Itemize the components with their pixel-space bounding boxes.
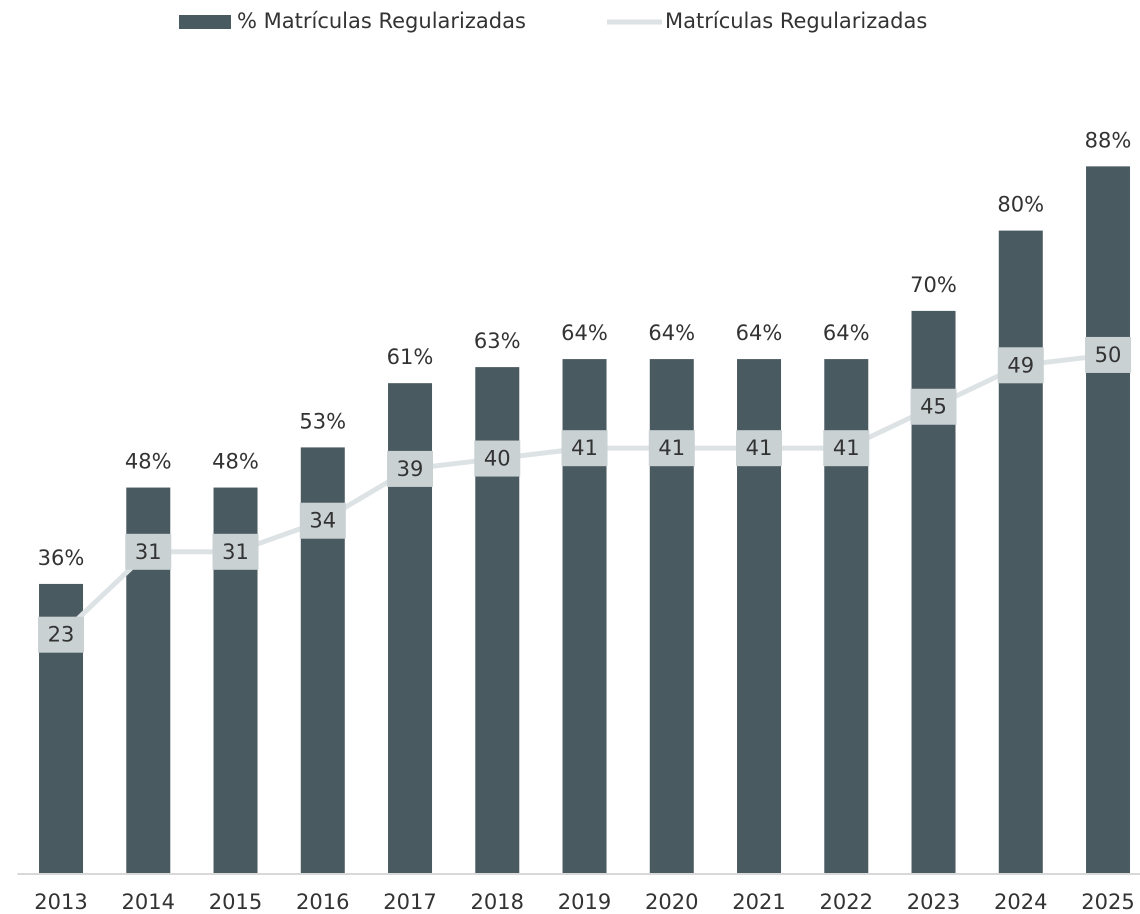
line-label-box xyxy=(474,440,521,477)
line-label-box xyxy=(299,502,346,539)
line-value-label: 41 xyxy=(571,436,598,460)
bar-value-label: 48% xyxy=(212,450,259,474)
bar-value-label: 64% xyxy=(823,321,870,345)
line-value-label: 40 xyxy=(484,447,511,471)
bar-value-label: 48% xyxy=(125,450,172,474)
x-tick-label: 2014 xyxy=(122,890,175,914)
bar-value-label: 70% xyxy=(910,273,957,297)
line-label-box xyxy=(38,616,85,653)
x-tick-label: 2017 xyxy=(383,890,436,914)
line-label-box xyxy=(648,430,695,467)
x-tick-label: 2018 xyxy=(471,890,524,914)
x-tick-label: 2019 xyxy=(558,890,611,914)
line-label-box xyxy=(997,347,1044,384)
bar-value-label: 64% xyxy=(561,321,608,345)
line-value-label: 41 xyxy=(658,436,685,460)
bar-value-label: 64% xyxy=(648,321,695,345)
line-label-box xyxy=(212,533,259,570)
x-tick-label: 2016 xyxy=(296,890,349,914)
line-value-label: 34 xyxy=(309,509,336,533)
x-tick-label: 2021 xyxy=(732,890,785,914)
x-tick-label: 2020 xyxy=(645,890,698,914)
line-label-box xyxy=(736,430,783,467)
x-tick-label: 2022 xyxy=(820,890,873,914)
line-value-label: 41 xyxy=(746,436,773,460)
bar-value-label: 63% xyxy=(474,329,521,353)
bar-value-label: 64% xyxy=(736,321,783,345)
line-value-label: 45 xyxy=(920,395,947,419)
legend-label: Matrículas Regularizadas xyxy=(665,9,927,33)
line-label-box xyxy=(823,430,870,467)
x-tick-label: 2024 xyxy=(994,890,1047,914)
bar-value-label: 88% xyxy=(1085,128,1132,152)
line-label-box xyxy=(561,430,608,467)
bar-value-label: 53% xyxy=(299,409,346,433)
line-label-box xyxy=(387,450,434,487)
x-tick-label: 2023 xyxy=(907,890,960,914)
x-tick-label: 2013 xyxy=(34,890,87,914)
line-label-box xyxy=(125,533,172,570)
line-value-label: 49 xyxy=(1007,353,1034,377)
line-value-label: 31 xyxy=(222,540,249,564)
bar-value-label: 80% xyxy=(997,193,1044,217)
line-label-box xyxy=(910,388,957,425)
bar xyxy=(1086,166,1131,874)
line-value-label: 31 xyxy=(135,540,162,564)
bar-value-label: 61% xyxy=(387,345,434,369)
line-value-label: 23 xyxy=(48,623,75,647)
x-tick-label: 2015 xyxy=(209,890,262,914)
legend-swatch xyxy=(179,15,231,29)
x-tick-label: 2025 xyxy=(1081,890,1134,914)
bar xyxy=(998,230,1043,874)
line-label-box xyxy=(1085,336,1132,373)
line-value-label: 39 xyxy=(397,457,424,481)
line-value-label: 41 xyxy=(833,436,860,460)
legend-label: % Matrículas Regularizadas xyxy=(237,9,526,33)
bar-value-label: 36% xyxy=(38,546,85,570)
line-value-label: 50 xyxy=(1095,343,1122,367)
